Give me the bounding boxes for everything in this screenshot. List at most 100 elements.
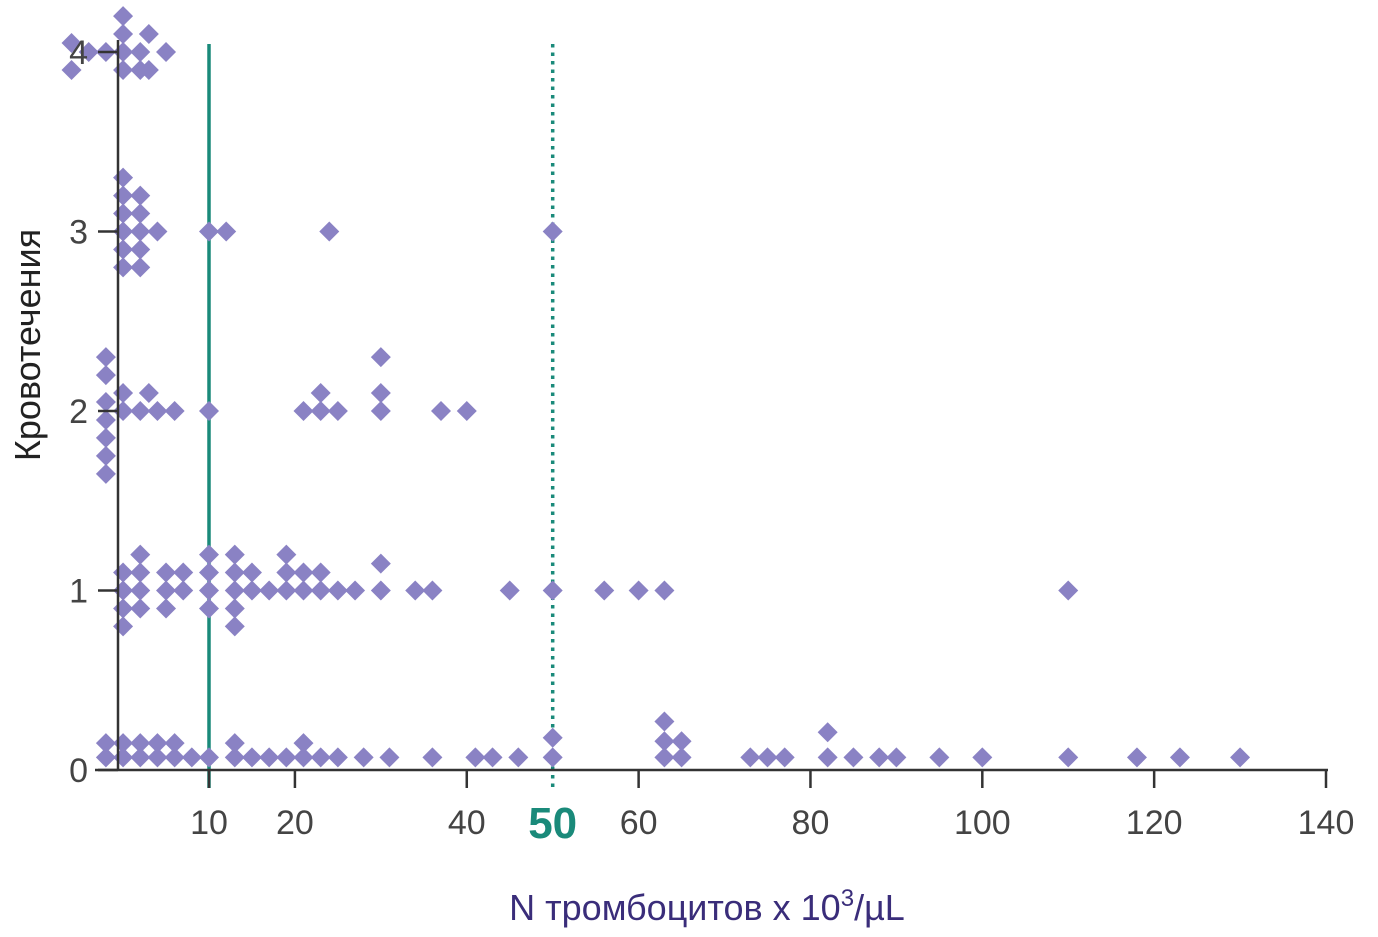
data-point — [654, 747, 675, 768]
data-point — [370, 383, 391, 404]
data-point — [130, 401, 151, 421]
data-point — [61, 59, 82, 80]
x-tick-label: 100 — [954, 804, 1011, 842]
data-point — [276, 544, 297, 565]
data-point — [147, 747, 168, 768]
data-point — [138, 59, 159, 80]
x-tick-label: 40 — [448, 804, 486, 842]
data-point — [319, 221, 340, 242]
data-point — [199, 580, 219, 601]
data-point — [113, 185, 134, 206]
y-axis-title: Кровотечения — [7, 229, 48, 461]
data-point — [293, 401, 314, 421]
data-point — [241, 747, 262, 768]
data-point — [929, 747, 950, 768]
y-tick-label: 3 — [69, 214, 88, 252]
data-point — [654, 580, 675, 601]
data-point — [276, 562, 297, 583]
data-point — [405, 580, 426, 601]
data-point — [740, 747, 761, 768]
data-point — [456, 401, 477, 421]
data-point — [199, 401, 219, 421]
data-point — [276, 747, 297, 768]
data-point — [199, 598, 219, 619]
data-point — [345, 580, 366, 601]
data-point — [972, 747, 993, 768]
y-tick-label: 4 — [69, 34, 88, 72]
data-point — [130, 544, 151, 565]
data-point — [293, 733, 314, 754]
data-point — [310, 401, 331, 421]
data-point — [95, 365, 116, 386]
data-point — [542, 747, 563, 768]
data-point — [654, 731, 675, 752]
data-point — [130, 747, 151, 768]
data-point — [113, 383, 134, 404]
ticks: 0 1 2 3 4 10 20 40 60 80 100 120 140 50 — [69, 34, 1354, 848]
data-point — [95, 392, 116, 413]
data-point — [113, 747, 134, 768]
data-point — [293, 580, 314, 601]
data-point — [508, 747, 529, 768]
data-point — [164, 401, 185, 421]
data-point — [327, 401, 348, 421]
data-point — [542, 221, 563, 242]
data-point — [130, 185, 151, 206]
data-point — [138, 24, 159, 45]
data-point — [422, 747, 443, 768]
data-point — [95, 409, 116, 430]
data-point — [259, 580, 280, 601]
data-point — [113, 562, 134, 583]
x-tick-label: 140 — [1298, 804, 1355, 842]
x-tick-label: 10 — [190, 804, 228, 842]
data-point — [164, 747, 185, 768]
data-point — [199, 544, 219, 565]
data-point — [173, 580, 194, 601]
x-axis-title: N тромбоцитов x 103/µL — [509, 885, 905, 928]
data-point — [499, 580, 520, 601]
data-point — [130, 203, 151, 224]
data-point — [224, 747, 245, 768]
data-point — [113, 203, 134, 224]
data-point — [95, 733, 116, 754]
data-point — [216, 221, 237, 242]
data-point — [1126, 747, 1147, 768]
data-point — [130, 257, 151, 278]
data-point — [259, 747, 280, 768]
data-point — [1058, 747, 1079, 768]
data-point — [95, 463, 116, 484]
data-point — [113, 598, 134, 619]
data-point — [654, 711, 675, 732]
data-point — [542, 727, 563, 748]
data-point — [327, 580, 348, 601]
data-point — [95, 445, 116, 466]
data-point — [482, 747, 503, 768]
data-point — [147, 221, 168, 242]
data-point — [130, 562, 151, 583]
data-point — [370, 580, 391, 601]
data-point — [156, 598, 177, 619]
data-point — [173, 562, 194, 583]
data-point — [757, 747, 778, 768]
x-tick-label: 80 — [792, 804, 830, 842]
data-point — [353, 747, 374, 768]
data-point — [1169, 747, 1190, 768]
data-point — [138, 383, 159, 404]
data-point — [113, 239, 134, 260]
data-point — [327, 747, 348, 768]
data-point — [430, 401, 451, 421]
x-axis-title-superscript: 3 — [841, 885, 854, 912]
data-point — [95, 347, 116, 368]
data-point — [113, 59, 134, 80]
data-point — [113, 257, 134, 278]
data-point — [310, 747, 331, 768]
data-point — [276, 580, 297, 601]
data-point — [156, 580, 177, 601]
data-point — [130, 598, 151, 619]
data-point — [886, 747, 907, 768]
data-point — [147, 733, 168, 754]
data-point — [78, 42, 99, 62]
data-point — [628, 580, 649, 601]
data-point — [156, 562, 177, 583]
